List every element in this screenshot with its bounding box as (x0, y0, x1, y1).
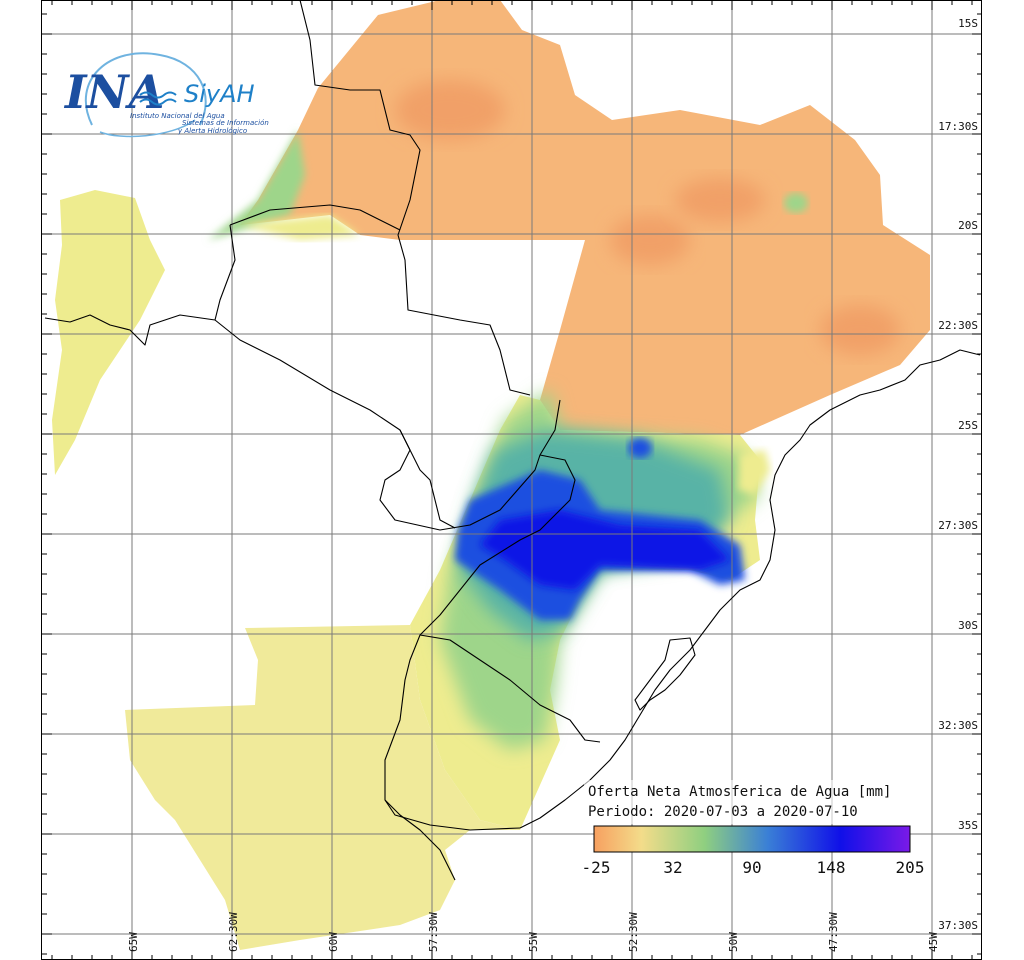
lat-label: 27:30S (938, 519, 978, 532)
colorbar-tick-label: -25 (582, 858, 611, 877)
colorbar-tick-label: 148 (817, 858, 846, 877)
lon-label: 57:30W (427, 912, 440, 952)
title-line-1: Oferta Neta Atmosferica de Agua [mm] (588, 784, 891, 800)
title-line-2: Periodo: 2020-07-03 a 2020-07-10 (588, 804, 858, 820)
colorbar-tick-label: 205 (896, 858, 925, 877)
field-west-strip (52, 190, 165, 475)
political-boundaries (44, 0, 981, 881)
lat-label: 22:30S (938, 319, 978, 332)
lon-label: 50W (727, 932, 740, 952)
colorbar-tick-label: 32 (663, 858, 682, 877)
lat-label: 32:30S (938, 719, 978, 732)
lon-label: 60W (327, 932, 340, 952)
lat-label: 37:30S (938, 919, 978, 932)
longitude-labels: 65W 62:30W 60W 57:30W 55W 52:30W 50W 47:… (127, 912, 940, 952)
lon-label: 45W (927, 932, 940, 952)
lat-label: 17:30S (938, 120, 978, 133)
logo-tagline-1: Sistemas de Información (182, 119, 269, 127)
logo-product: SiyAH (184, 80, 255, 108)
lon-label: 47:30W (827, 912, 840, 952)
lat-label: 35S (958, 819, 978, 832)
field-north-orange (240, 0, 930, 435)
latitude-labels: 15S 17:30S 20S 22:30S 25S 27:30S 30S 32:… (938, 17, 978, 932)
logo-wave-icon (139, 91, 177, 106)
colorbar-ramp (593, 825, 911, 853)
colorbar: -25 32 90 148 205 (582, 825, 925, 877)
field-south-yellow (125, 625, 520, 950)
lat-label: 20S (958, 219, 978, 232)
data-field (52, 0, 930, 950)
logo-tagline-2: y Alerta Hidrológico (177, 127, 247, 135)
ina-siyah-logo: INA SiyAH Instituto Nacional del Agua Si… (63, 52, 269, 138)
logo-brand: INA (63, 65, 164, 119)
colorbar-tick-label: 90 (742, 858, 761, 877)
lon-label: 55W (527, 932, 540, 952)
lon-label: 62:30W (227, 912, 240, 952)
logo-org: Instituto Nacional del Agua (130, 112, 225, 120)
map-title: Oferta Neta Atmosferica de Agua [mm] Per… (584, 780, 920, 824)
logo-swoosh-icon (85, 52, 207, 126)
lat-label: 15S (958, 17, 978, 30)
lon-label: 52:30W (627, 912, 640, 952)
lat-label: 25S (958, 419, 978, 432)
lat-label: 30S (958, 619, 978, 632)
lon-label: 65W (127, 932, 140, 952)
